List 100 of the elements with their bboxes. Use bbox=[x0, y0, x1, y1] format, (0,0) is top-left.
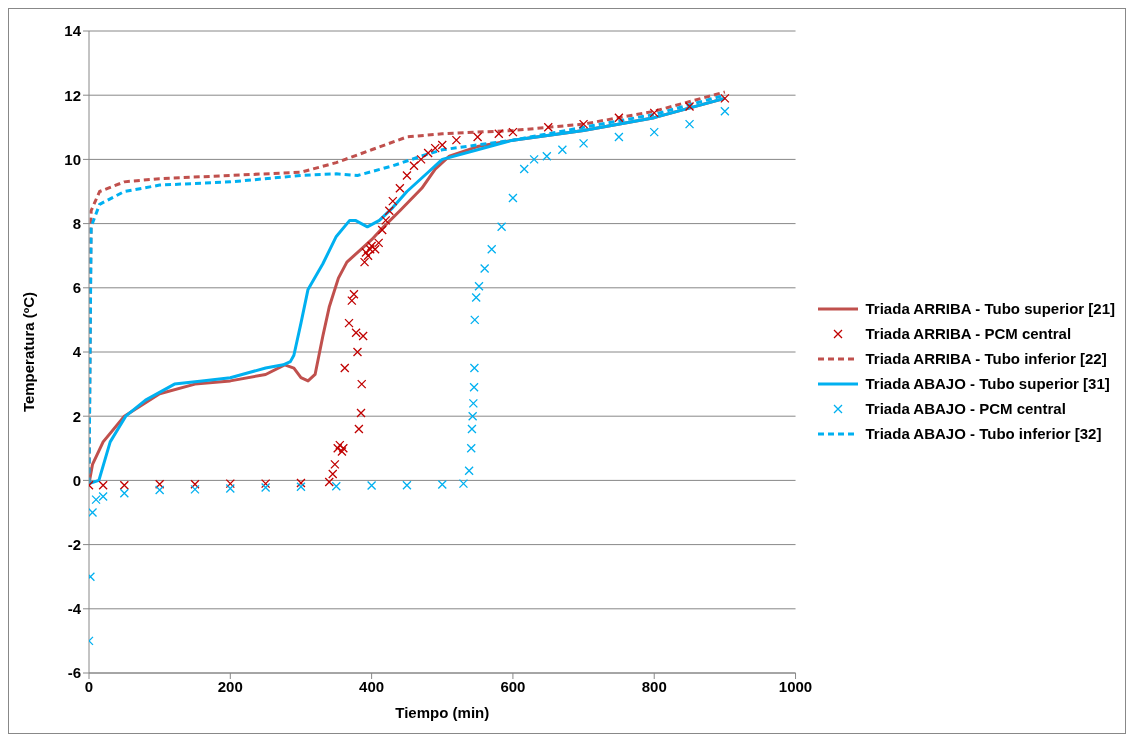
y-tick-label: -2 bbox=[67, 535, 81, 553]
legend-label: Triada ARRIBA - Tubo superior [21] bbox=[865, 300, 1115, 317]
point bbox=[225, 483, 235, 494]
point bbox=[557, 145, 568, 155]
point bbox=[494, 129, 504, 139]
x-tick-label: 400 bbox=[359, 677, 385, 695]
point bbox=[437, 140, 447, 150]
x-axis-title: Tiempo (min) bbox=[395, 704, 490, 721]
point bbox=[578, 138, 589, 148]
legend-label: Triada ARRIBA - PCM central bbox=[865, 325, 1072, 342]
point bbox=[409, 161, 419, 171]
point bbox=[684, 101, 695, 112]
point bbox=[359, 257, 370, 267]
point bbox=[402, 170, 412, 181]
point bbox=[416, 154, 426, 165]
point bbox=[402, 480, 412, 490]
point bbox=[349, 289, 359, 299]
legend-label: Triada ABAJO - Tubo superior [31] bbox=[865, 375, 1110, 392]
point bbox=[337, 446, 347, 457]
point bbox=[381, 215, 391, 226]
point bbox=[684, 119, 695, 129]
point bbox=[451, 135, 462, 145]
point bbox=[423, 148, 433, 158]
point bbox=[649, 127, 659, 137]
point bbox=[296, 482, 306, 492]
point bbox=[720, 106, 730, 116]
point bbox=[384, 206, 394, 216]
x-tick-label: 200 bbox=[217, 677, 243, 695]
y-tick-label: 2 bbox=[72, 407, 81, 425]
point bbox=[578, 119, 589, 129]
y-axis-title: Temperatura (ºC) bbox=[20, 291, 38, 413]
y-tick-label: 14 bbox=[64, 22, 82, 40]
point bbox=[466, 443, 476, 453]
point bbox=[347, 295, 357, 306]
point bbox=[363, 251, 373, 261]
point bbox=[225, 478, 235, 489]
point bbox=[344, 318, 354, 328]
legend-label: Triada ARRIBA - Tubo inferior [22] bbox=[865, 350, 1107, 367]
point bbox=[469, 382, 479, 392]
point bbox=[508, 193, 518, 203]
point bbox=[471, 292, 481, 303]
y-tick-label: 4 bbox=[72, 343, 82, 361]
point bbox=[361, 247, 371, 258]
y-tick-label: 12 bbox=[64, 86, 81, 104]
point bbox=[89, 507, 98, 518]
point bbox=[296, 478, 306, 488]
point bbox=[487, 244, 497, 254]
point bbox=[437, 479, 447, 490]
point bbox=[377, 225, 387, 235]
y-tick-label: -4 bbox=[67, 600, 82, 618]
point bbox=[529, 154, 539, 165]
point bbox=[366, 480, 377, 491]
x-tick-label: 0 bbox=[84, 677, 94, 695]
point bbox=[388, 196, 398, 206]
point bbox=[358, 331, 368, 341]
point bbox=[260, 478, 271, 489]
point bbox=[542, 151, 552, 161]
point bbox=[340, 363, 350, 373]
point bbox=[331, 481, 341, 491]
point bbox=[467, 424, 477, 434]
point bbox=[614, 132, 624, 142]
point bbox=[543, 122, 553, 132]
point bbox=[352, 347, 363, 357]
point bbox=[430, 143, 440, 153]
point bbox=[330, 459, 340, 469]
point bbox=[468, 398, 478, 409]
point bbox=[354, 424, 364, 434]
point bbox=[356, 408, 366, 418]
legend-label: Triada ABAJO - Tubo inferior [32] bbox=[865, 425, 1102, 442]
legend-label: Triada ABAJO - PCM central bbox=[865, 400, 1066, 417]
point bbox=[474, 281, 484, 291]
y-tick-label: 10 bbox=[64, 150, 81, 168]
point bbox=[351, 328, 361, 338]
point bbox=[614, 113, 624, 123]
point bbox=[458, 478, 469, 489]
point bbox=[649, 108, 659, 118]
point bbox=[519, 164, 529, 174]
point bbox=[470, 315, 480, 325]
y-tick-label: -6 bbox=[67, 664, 81, 682]
point bbox=[190, 484, 200, 495]
point bbox=[190, 479, 200, 489]
y-tick-label: 0 bbox=[72, 471, 81, 489]
point bbox=[496, 222, 507, 232]
point bbox=[155, 479, 165, 489]
point bbox=[480, 263, 490, 274]
point bbox=[395, 183, 405, 193]
point bbox=[324, 477, 334, 487]
x-tick-label: 800 bbox=[641, 677, 667, 695]
y-tick-label: 6 bbox=[72, 279, 81, 297]
point bbox=[119, 480, 129, 490]
point bbox=[720, 93, 730, 104]
point bbox=[374, 238, 384, 248]
point bbox=[328, 469, 338, 479]
point bbox=[508, 127, 518, 137]
x-tick-label: 600 bbox=[500, 677, 526, 695]
point bbox=[98, 491, 108, 502]
point bbox=[119, 488, 129, 498]
y-tick-label: 8 bbox=[72, 214, 81, 232]
point bbox=[468, 411, 478, 421]
x-tick-label: 1000 bbox=[778, 677, 813, 695]
